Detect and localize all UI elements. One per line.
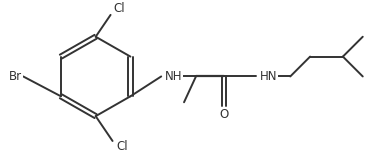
Text: HN: HN	[259, 70, 277, 83]
Text: NH: NH	[165, 70, 183, 83]
Text: Br: Br	[9, 70, 22, 83]
Text: Cl: Cl	[116, 140, 128, 153]
Text: O: O	[219, 108, 228, 121]
Text: Cl: Cl	[113, 2, 125, 16]
